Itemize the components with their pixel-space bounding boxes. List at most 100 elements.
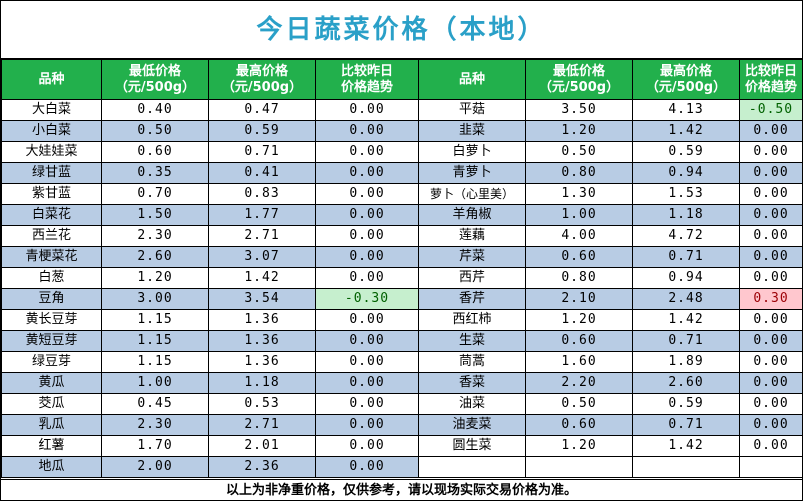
left-high-cell: 1.36 xyxy=(208,330,316,352)
header-name-right: 品种 xyxy=(418,59,526,100)
left-high-cell: 2.71 xyxy=(208,414,316,436)
left-name-cell: 西兰花 xyxy=(1,225,102,247)
right-trend-cell: 0.00 xyxy=(739,351,803,373)
right-name-cell: 萝卜（心里美） xyxy=(418,183,526,205)
right-name-cell: 青萝卜 xyxy=(418,162,526,184)
left-name-cell: 白菜花 xyxy=(1,204,102,226)
right-name-cell: 油菜 xyxy=(418,393,526,415)
left-high-cell: 1.77 xyxy=(208,204,316,226)
right-low-cell: 1.30 xyxy=(525,183,633,205)
header-trend-right: 比较昨日 价格趋势 xyxy=(739,59,803,100)
left-high-cell: 3.54 xyxy=(208,288,316,310)
left-high-cell: 1.36 xyxy=(208,351,316,373)
right-name-cell: 平菇 xyxy=(418,99,526,121)
left-trend-cell: 0.00 xyxy=(315,372,419,394)
left-name-cell: 乳瓜 xyxy=(1,414,102,436)
right-high-cell: 1.42 xyxy=(632,120,740,142)
left-low-cell: 2.00 xyxy=(101,456,209,478)
right-low-cell: 2.20 xyxy=(525,372,633,394)
left-name-cell: 绿豆芽 xyxy=(1,351,102,373)
left-low-cell: 0.70 xyxy=(101,183,209,205)
right-name-cell: 圆生菜 xyxy=(418,435,526,457)
right-high-cell: 2.60 xyxy=(632,372,740,394)
right-low-cell: 1.20 xyxy=(525,309,633,331)
table-row: 白菜花 1.50 1.77 0.00 羊角椒 1.00 1.18 0.00 xyxy=(1,204,803,226)
right-high-cell: 2.48 xyxy=(632,288,740,310)
right-high-cell: 0.71 xyxy=(632,246,740,268)
left-trend-cell: 0.00 xyxy=(315,351,419,373)
left-low-cell: 2.30 xyxy=(101,414,209,436)
left-trend-cell: 0.00 xyxy=(315,330,419,352)
right-low-cell: 3.50 xyxy=(525,99,633,121)
right-trend-cell: 0.00 xyxy=(739,309,803,331)
left-name-cell: 小白菜 xyxy=(1,120,102,142)
page-title: 今日蔬菜价格（本地） xyxy=(1,1,802,59)
right-high-cell: 1.18 xyxy=(632,204,740,226)
table-row: 黄瓜 1.00 1.18 0.00 香菜 2.20 2.60 0.00 xyxy=(1,372,803,394)
right-name-cell: 生菜 xyxy=(418,330,526,352)
right-name-cell: 白萝卜 xyxy=(418,141,526,163)
left-name-cell: 黄长豆芽 xyxy=(1,309,102,331)
left-low-cell: 1.15 xyxy=(101,330,209,352)
left-trend-cell: 0.00 xyxy=(315,162,419,184)
right-name-cell: 羊角椒 xyxy=(418,204,526,226)
left-low-cell: 3.00 xyxy=(101,288,209,310)
disclaimer-note: 以上为非净重价格，仅供参考，请以现场实际交易价格为准。 xyxy=(1,479,802,500)
right-trend-cell: 0.00 xyxy=(739,267,803,289)
left-name-cell: 地瓜 xyxy=(1,456,102,478)
left-low-cell: 1.00 xyxy=(101,372,209,394)
left-trend-cell: 0.00 xyxy=(315,393,419,415)
table-row: 大白菜 0.40 0.47 0.00 平菇 3.50 4.13 -0.50 xyxy=(1,99,803,121)
left-trend-cell: -0.30 xyxy=(315,288,419,310)
header-low-left: 最低价格 （元/500g） xyxy=(101,59,209,100)
table-row: 茭瓜 0.45 0.53 0.00 油菜 0.50 0.59 0.00 xyxy=(1,393,803,415)
left-high-cell: 2.36 xyxy=(208,456,316,478)
right-name-cell: 香芹 xyxy=(418,288,526,310)
left-trend-cell: 0.00 xyxy=(315,183,419,205)
left-high-cell: 1.18 xyxy=(208,372,316,394)
right-high-cell: 0.59 xyxy=(632,393,740,415)
right-low-cell: 0.50 xyxy=(525,393,633,415)
right-trend-cell: 0.00 xyxy=(739,414,803,436)
right-low-cell: 0.80 xyxy=(525,162,633,184)
right-trend-cell: -0.50 xyxy=(739,99,803,121)
header-name-left: 品种 xyxy=(1,59,102,100)
left-trend-cell: 0.00 xyxy=(315,435,419,457)
left-high-cell: 1.42 xyxy=(208,267,316,289)
right-name-cell: 油麦菜 xyxy=(418,414,526,436)
right-name-cell: 香菜 xyxy=(418,372,526,394)
left-low-cell: 1.15 xyxy=(101,309,209,331)
right-high-cell: 0.59 xyxy=(632,141,740,163)
right-low-cell: 0.80 xyxy=(525,267,633,289)
left-trend-cell: 0.00 xyxy=(315,141,419,163)
table-row: 紫甘蓝 0.70 0.83 0.00 萝卜（心里美） 1.30 1.53 0.00 xyxy=(1,183,803,205)
right-high-cell: 1.42 xyxy=(632,435,740,457)
left-high-cell: 3.07 xyxy=(208,246,316,268)
left-low-cell: 0.50 xyxy=(101,120,209,142)
left-name-cell: 茭瓜 xyxy=(1,393,102,415)
left-high-cell: 1.36 xyxy=(208,309,316,331)
left-high-cell: 2.71 xyxy=(208,225,316,247)
table-row: 小白菜 0.50 0.59 0.00 韭菜 1.20 1.42 0.00 xyxy=(1,120,803,142)
right-high-cell: 4.72 xyxy=(632,225,740,247)
left-low-cell: 0.40 xyxy=(101,99,209,121)
right-high-cell xyxy=(632,456,740,478)
right-trend-cell xyxy=(739,456,803,478)
left-trend-cell: 0.00 xyxy=(315,120,419,142)
right-high-cell: 0.71 xyxy=(632,330,740,352)
header-trend-left: 比较昨日 价格趋势 xyxy=(315,59,419,100)
left-low-cell: 0.60 xyxy=(101,141,209,163)
left-low-cell: 1.20 xyxy=(101,267,209,289)
right-name-cell xyxy=(418,456,526,478)
right-trend-cell: 0.00 xyxy=(739,246,803,268)
left-high-cell: 0.59 xyxy=(208,120,316,142)
left-low-cell: 1.15 xyxy=(101,351,209,373)
right-name-cell: 茼蒿 xyxy=(418,351,526,373)
right-high-cell: 0.94 xyxy=(632,162,740,184)
table-row: 西兰花 2.30 2.71 0.00 莲藕 4.00 4.72 0.00 xyxy=(1,225,803,247)
left-name-cell: 紫甘蓝 xyxy=(1,183,102,205)
header-low-right: 最低价格 （元/500g） xyxy=(525,59,633,100)
right-low-cell: 1.00 xyxy=(525,204,633,226)
right-trend-cell: 0.00 xyxy=(739,435,803,457)
right-low-cell: 2.10 xyxy=(525,288,633,310)
